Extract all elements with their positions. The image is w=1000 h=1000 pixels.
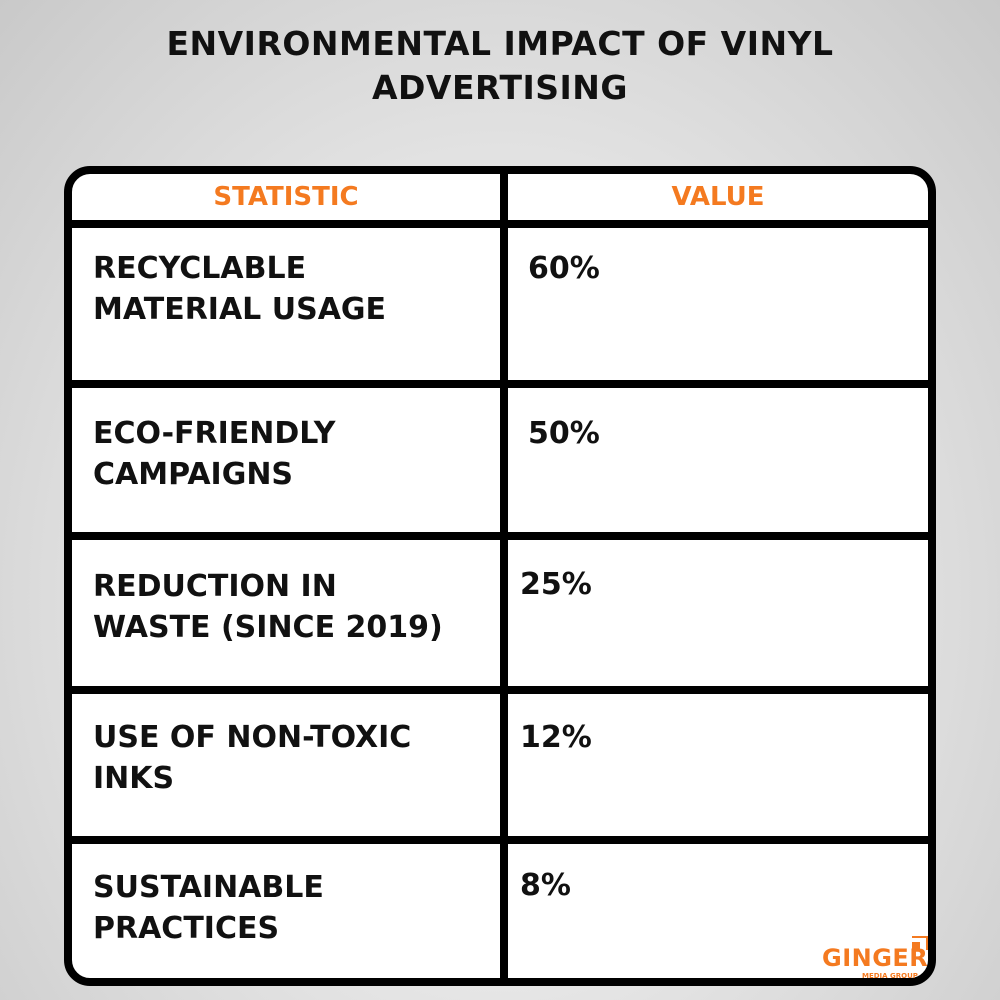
row-divider <box>72 220 928 228</box>
logo-tagline: MEDIA GROUP <box>862 972 918 980</box>
statistic-line: REDUCTION IN <box>93 569 337 604</box>
table-row-value: 8% <box>520 868 571 903</box>
title-line-1: ENVIRONMENTAL IMPACT OF VINYL <box>166 24 834 63</box>
row-divider <box>72 532 928 540</box>
table-row-statistic: SUSTAINABLE PRACTICES <box>93 867 324 949</box>
page-title: ENVIRONMENTAL IMPACT OF VINYL ADVERTISIN… <box>0 22 1000 110</box>
statistic-line: ECO-FRIENDLY <box>93 416 336 451</box>
statistic-line: CAMPAIGNS <box>93 457 294 492</box>
title-line-2: ADVERTISING <box>372 68 628 107</box>
statistic-line: PRACTICES <box>93 911 280 946</box>
table-row-value: 50% <box>528 416 600 451</box>
table-row-value: 60% <box>528 251 600 286</box>
row-divider <box>72 380 928 388</box>
logo-icon <box>912 936 928 950</box>
table-row-statistic: ECO-FRIENDLY CAMPAIGNS <box>93 413 335 495</box>
statistics-table: STATISTIC VALUE RECYCLABLE MATERIAL USAGE… <box>64 166 936 986</box>
row-divider <box>72 836 928 844</box>
column-divider <box>500 174 508 978</box>
statistic-line: USE OF NON-TOXIC <box>93 720 412 755</box>
table-row-value: 12% <box>520 720 592 755</box>
header-statistic: STATISTIC <box>213 182 359 212</box>
header-value: VALUE <box>671 182 765 212</box>
logo-name: GINGER <box>822 944 929 972</box>
table-row-statistic: RECYCLABLE MATERIAL USAGE <box>93 248 386 330</box>
table-row-value: 25% <box>520 567 592 602</box>
statistic-line: SUSTAINABLE <box>93 870 324 905</box>
statistic-line: WASTE (SINCE 2019) <box>93 610 443 645</box>
ginger-media-group-logo: GINGER MEDIA GROUP <box>822 936 929 980</box>
table-row-statistic: USE OF NON-TOXIC INKS <box>93 717 411 799</box>
table-row-statistic: REDUCTION IN WASTE (SINCE 2019) <box>93 566 443 648</box>
row-divider <box>72 686 928 694</box>
statistic-line: MATERIAL USAGE <box>93 292 387 327</box>
statistic-line: INKS <box>93 761 175 796</box>
statistic-line: RECYCLABLE <box>93 251 307 286</box>
